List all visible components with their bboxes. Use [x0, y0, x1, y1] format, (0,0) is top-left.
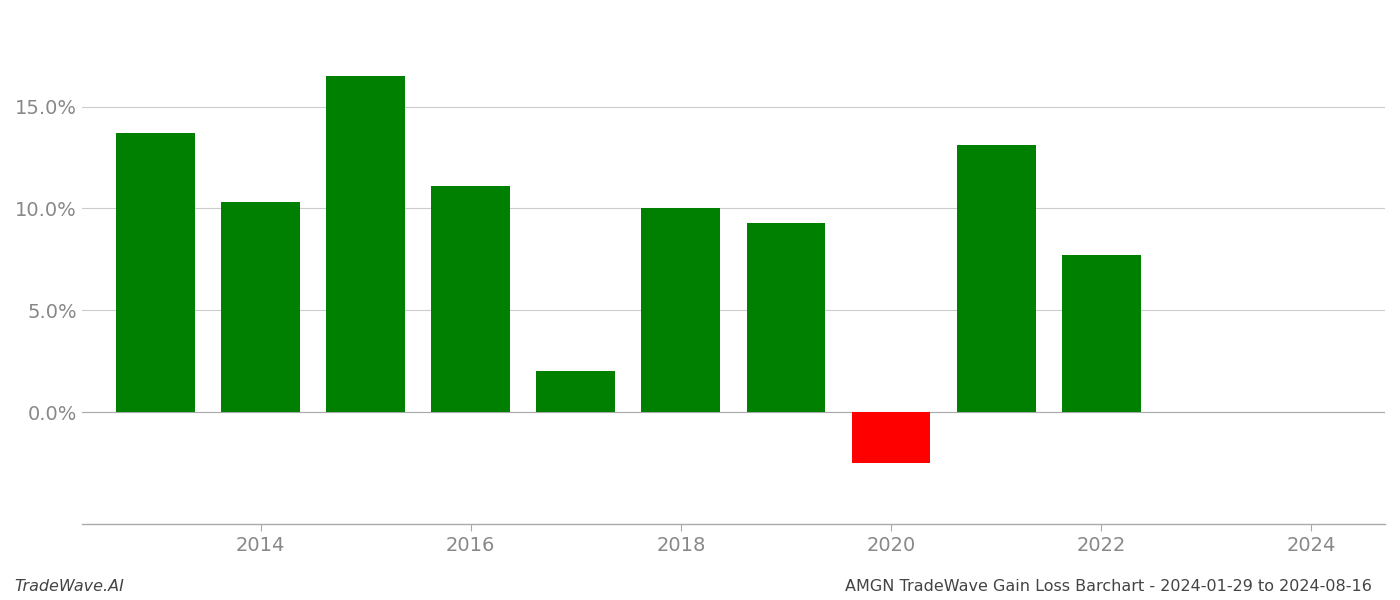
Text: AMGN TradeWave Gain Loss Barchart - 2024-01-29 to 2024-08-16: AMGN TradeWave Gain Loss Barchart - 2024… [846, 579, 1372, 594]
Bar [326, 76, 405, 412]
Bar [221, 202, 300, 412]
Bar [746, 223, 826, 412]
Bar [431, 186, 510, 412]
Bar [851, 412, 931, 463]
Bar [1061, 256, 1141, 412]
Bar [641, 208, 720, 412]
Bar [116, 133, 195, 412]
Bar [956, 145, 1036, 412]
Text: TradeWave.AI: TradeWave.AI [14, 579, 123, 594]
Bar [536, 371, 615, 412]
